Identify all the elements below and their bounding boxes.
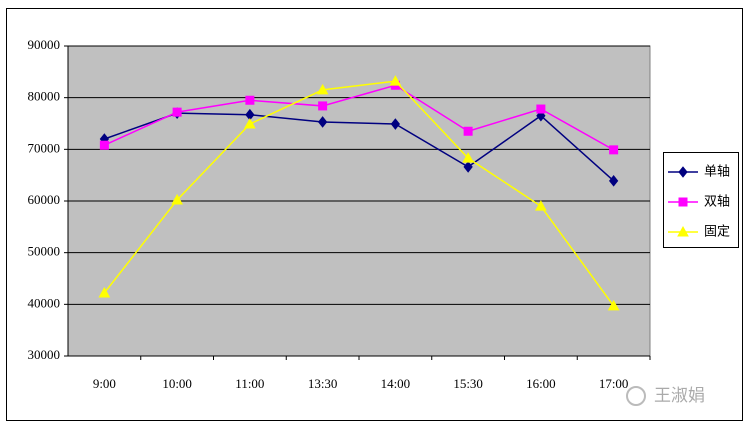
marker: [244, 117, 256, 129]
y-tick-label: 90000: [28, 37, 61, 52]
marker: [390, 118, 401, 130]
x-tick-label: 14:00: [381, 376, 411, 391]
marker: [98, 286, 111, 298]
series-line: [103, 80, 615, 307]
marker: [463, 161, 473, 173]
x-tick-label: 15:30: [453, 376, 483, 391]
series-line: [104, 84, 614, 151]
x-tick-label: 11:00: [235, 376, 264, 391]
marker: [389, 75, 402, 86]
y-tick-label: 30000: [28, 347, 61, 362]
y-tick-label: 40000: [28, 295, 61, 310]
series-line: [104, 112, 615, 182]
marker: [609, 145, 619, 155]
x-tick-label: 17:00: [599, 376, 629, 391]
marker: [536, 104, 546, 114]
legend-label: 双轴: [704, 195, 730, 210]
marker: [678, 166, 688, 178]
y-tick-label: 50000: [28, 244, 61, 259]
marker: [678, 197, 688, 207]
watermark-text: 王淑娟: [654, 386, 705, 406]
y-tick-label: 60000: [28, 192, 61, 207]
marker: [99, 140, 109, 150]
marker: [677, 225, 689, 237]
x-tick-label: 16:00: [526, 376, 556, 391]
marker: [317, 116, 328, 128]
x-tick-label: 13:30: [308, 376, 338, 391]
marker: [245, 95, 255, 105]
x-tick-label: 10:00: [162, 376, 192, 391]
x-tick-label: 9:00: [93, 376, 116, 391]
marker: [318, 101, 328, 111]
marker: [462, 152, 474, 163]
watermark-icon: [626, 386, 646, 406]
marker: [535, 200, 547, 211]
legend-label: 单轴: [704, 165, 730, 180]
watermark: 王淑娟: [626, 386, 705, 406]
legend-label: 固定: [704, 225, 730, 240]
marker: [463, 126, 473, 136]
marker: [171, 193, 183, 205]
marker: [172, 107, 182, 117]
marker: [607, 299, 620, 311]
marker: [316, 83, 329, 95]
y-tick-label: 80000: [28, 89, 61, 104]
marker: [608, 175, 619, 187]
y-tick-label: 70000: [28, 140, 61, 155]
